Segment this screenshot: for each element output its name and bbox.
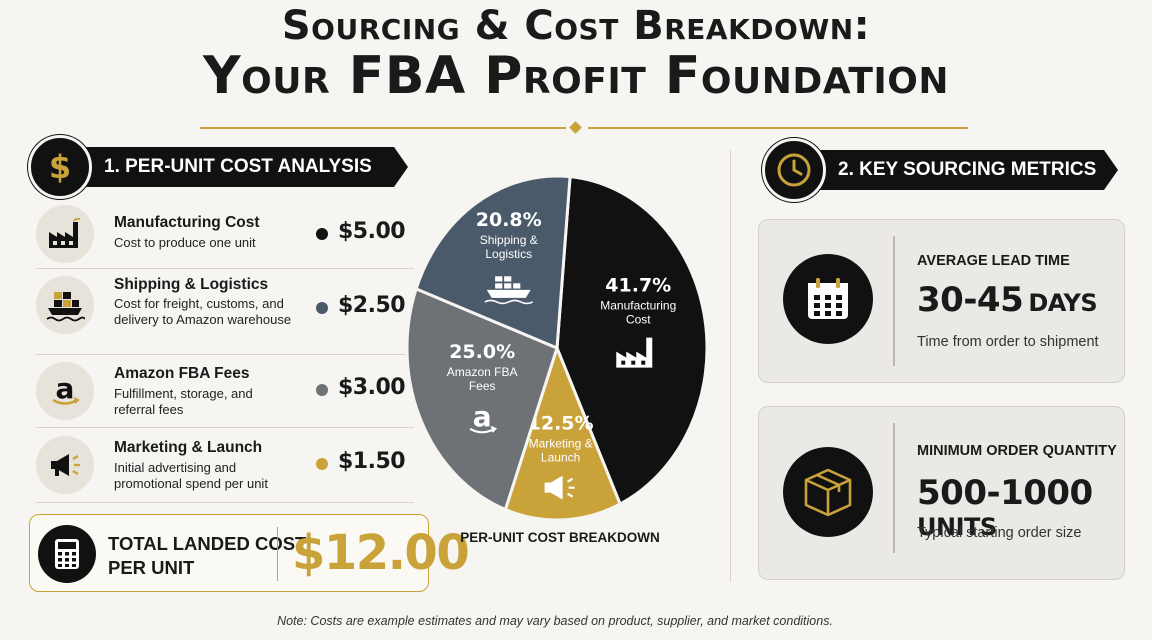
section-header-cost-analysis: $ 1. PER-UNIT COST ANALYSIS <box>28 135 408 199</box>
pie-slice-category-label: Manufacturing <box>600 299 676 313</box>
metric-value-unit: UNITS <box>917 513 997 541</box>
cost-item-price: $5.00 <box>338 219 406 244</box>
cost-item-price: $2.50 <box>338 293 406 318</box>
pie-slice-category-label: Fees <box>469 379 496 393</box>
title-line-1: Sourcing & Cost Breakdown: <box>281 3 871 49</box>
metric-desc: Time from order to shipment <box>917 334 1099 350</box>
svg-text:a: a <box>56 373 75 405</box>
total-amount: $12.00 <box>292 525 470 581</box>
total-landed-cost-box: TOTAL LANDED COST PER UNIT $12.00 <box>29 514 470 592</box>
pie-slice-category-label: Cost <box>626 313 651 327</box>
pie-slice-value-label: 12.5% <box>528 413 594 435</box>
pie-slice-category-label: Shipping & <box>480 233 538 247</box>
pie-chart-title: PER-UNIT COST BREAKDOWN <box>460 530 660 545</box>
legend-dot <box>316 384 328 396</box>
metric-value-unit: DAYS <box>1028 289 1098 317</box>
cost-item-desc: Cost to produce one unit <box>114 235 256 250</box>
cost-item-price: $1.50 <box>338 449 406 474</box>
cost-item-price: $3.00 <box>338 375 406 400</box>
cost-item-desc: Initial advertising and promotional spen… <box>114 460 268 491</box>
metric-desc: Typical starting order size <box>917 525 1082 541</box>
cargo-ship-icon <box>36 276 94 334</box>
section-label: 2. KEY SOURCING METRICS <box>806 150 1118 190</box>
total-label: TOTAL LANDED COST PER UNIT <box>108 532 306 580</box>
column-divider <box>730 150 731 582</box>
cost-item-name: Manufacturing Cost <box>114 214 260 231</box>
megaphone-icon <box>544 475 575 500</box>
card-divider <box>893 236 895 366</box>
title-divider-right <box>588 127 968 129</box>
cargo-ship-icon <box>484 275 534 305</box>
calendar-icon <box>783 254 873 344</box>
total-label-line-1: TOTAL LANDED COST <box>108 533 307 554</box>
total-divider <box>277 527 278 581</box>
cost-item-name: Shipping & Logistics <box>114 276 269 293</box>
pie-slice-category-label: Logistics <box>485 247 532 261</box>
pie-slice-value-label: 25.0% <box>449 341 515 363</box>
pie-slice-marketing-launch <box>503 343 623 522</box>
factory-icon <box>36 205 94 263</box>
amazon-icon: a <box>469 400 498 434</box>
legend-dot <box>316 302 328 314</box>
cost-item-name: Marketing & Launch <box>114 439 263 456</box>
box-icon <box>783 447 873 537</box>
svg-text:$: $ <box>49 148 71 186</box>
metric-title: MINIMUM ORDER QUANTITY <box>917 443 1117 459</box>
card-divider <box>893 423 895 553</box>
pie-slice-value-label: 20.8% <box>476 209 542 231</box>
pie-slice-category-label: Marketing & <box>529 437 593 451</box>
item-separator <box>36 427 414 428</box>
item-separator <box>36 502 414 503</box>
total-label-line-2: PER UNIT <box>108 557 195 578</box>
metric-value-number: 30-45 <box>917 280 1024 320</box>
metric-card-min-order: MINIMUM ORDER QUANTITY 500-1000 UNITS Ty… <box>758 406 1125 580</box>
pie-slice-manufacturing-cost <box>555 175 709 507</box>
cost-item-desc: Fulfillment, storage, and referral fees <box>114 386 253 417</box>
pie-slice-category-label: Amazon FBA <box>447 365 518 379</box>
item-separator <box>36 268 414 269</box>
metric-card-lead-time: AVERAGE LEAD TIME 30-45 DAYS Time from o… <box>758 219 1125 383</box>
pie-slice-shipping-logistics <box>414 174 572 351</box>
legend-dot <box>316 228 328 240</box>
metric-value-number: 500-1000 <box>917 473 1093 513</box>
calculator-icon <box>38 525 96 583</box>
factory-icon <box>616 337 653 368</box>
footnote: Note: Costs are example estimates and ma… <box>277 614 833 628</box>
title-line-2: Your FBA Profit Foundation <box>202 46 950 106</box>
title-divider-left <box>200 127 566 129</box>
page-title: Sourcing & Cost Breakdown: Your FBA Prof… <box>0 6 1152 102</box>
svg-text:a: a <box>473 400 492 433</box>
clock-icon <box>762 138 826 202</box>
metric-title: AVERAGE LEAD TIME <box>917 253 1070 269</box>
dollar-icon: $ <box>28 135 92 199</box>
legend-dot <box>316 458 328 470</box>
pie-slice-amazon-fba-fees <box>405 286 559 512</box>
title-diamond <box>569 121 582 134</box>
amazon-icon: a <box>36 362 94 420</box>
section-header-sourcing-metrics: 2. KEY SOURCING METRICS <box>762 138 1122 202</box>
pie-slice-category-label: Launch <box>541 451 580 465</box>
item-separator <box>36 354 414 355</box>
metric-value: 30-45 DAYS <box>917 280 1098 320</box>
metric-value: 500-1000 UNITS <box>917 473 1124 541</box>
section-label: 1. PER-UNIT COST ANALYSIS <box>72 147 408 187</box>
megaphone-icon <box>36 436 94 494</box>
pie-slice-value-label: 41.7% <box>605 275 671 297</box>
cost-item-name: Amazon FBA Fees <box>114 365 250 382</box>
cost-item-desc: Cost for freight, customs, and delivery … <box>114 296 292 327</box>
